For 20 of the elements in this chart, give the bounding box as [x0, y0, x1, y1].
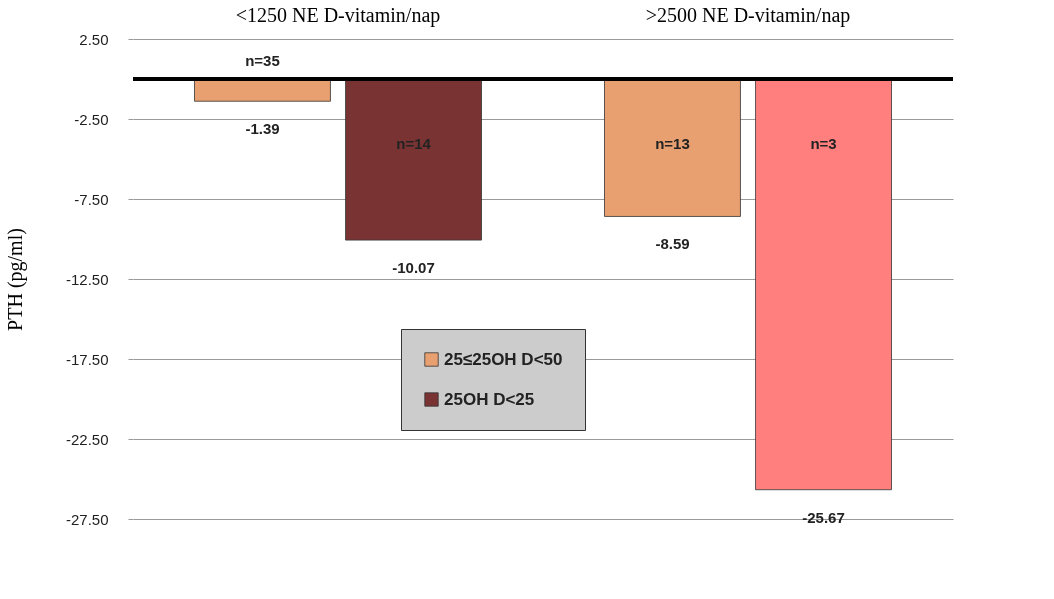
data-label: -8.59	[655, 235, 690, 253]
legend-label: 25≤25OH D<50	[444, 349, 563, 369]
y-tick-label: -7.50	[74, 190, 109, 208]
y-axis-title: PTH (pg/ml)	[3, 228, 27, 331]
y-tick-label: -17.50	[65, 350, 109, 368]
y-tick-label: -22.50	[65, 430, 109, 448]
legend-label: 25OH D<25	[444, 389, 535, 409]
data-label: -10.07	[392, 259, 435, 277]
annotation: n=35	[245, 52, 280, 69]
x-tick-label: >2500 NE D-vitamin/nap	[645, 3, 851, 27]
annotation: n=14	[396, 135, 432, 152]
annotation: n=3	[810, 135, 837, 152]
y-tick-label: -27.50	[65, 510, 109, 528]
data-label: -25.67	[802, 508, 845, 526]
y-tick-label: -2.50	[74, 110, 109, 128]
x-tick-label: <1250 NE D-vitamin/nap	[235, 3, 441, 27]
y-tick-label: -12.50	[65, 270, 109, 288]
annotation: n=13	[655, 135, 690, 152]
data-label: -1.39	[245, 120, 280, 138]
y-tick-label: 2.50	[79, 30, 109, 48]
